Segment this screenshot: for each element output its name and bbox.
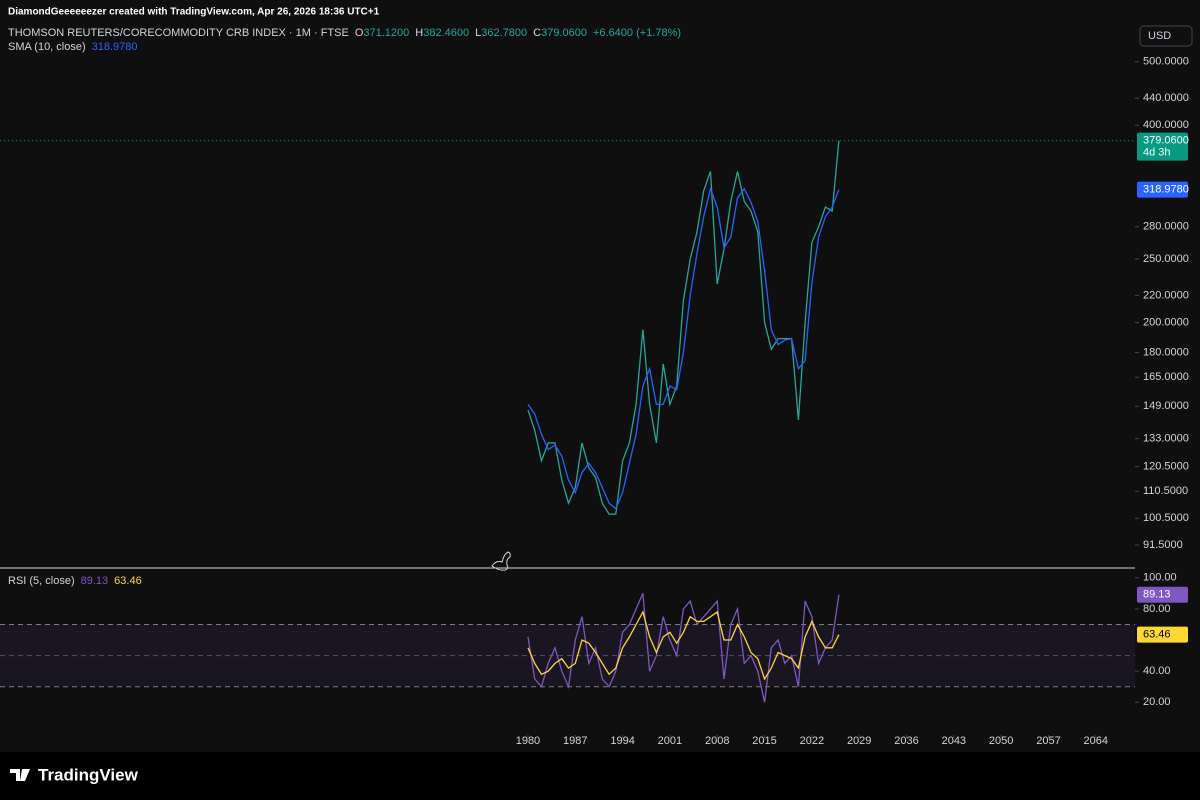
y-tick-label: 120.5000 [1143, 461, 1189, 473]
logo-icon [10, 769, 30, 781]
price-badge-text: 4d 3h [1143, 146, 1171, 158]
price-badge-text: 63.46 [1143, 629, 1171, 641]
y-tick-label: 149.0000 [1143, 400, 1189, 412]
price-badge-text: 318.9780 [1143, 184, 1189, 196]
price-badge-text: 379.0600 [1143, 134, 1189, 146]
price-badge [1137, 626, 1188, 643]
x-tick-label: 2022 [800, 735, 824, 747]
y-tick-label: 40.00 [1143, 665, 1171, 677]
indicator-name: SMA (10, close) [8, 41, 86, 53]
footer-logo: TradingView [38, 765, 139, 784]
ohlc-value: 362.7800 [481, 27, 527, 39]
y-tick-label: 165.0000 [1143, 371, 1189, 383]
dino-icon [491, 551, 511, 571]
footer-bar [0, 752, 1200, 800]
change: +6.6400 (+1.78%) [593, 27, 681, 39]
y-tick-label: 250.0000 [1143, 253, 1189, 265]
price-badge [1137, 132, 1188, 161]
y-tick-label: 200.0000 [1143, 316, 1189, 328]
series-line [527, 593, 840, 703]
ohlc-label: H [415, 27, 423, 39]
x-tick-label: 2050 [989, 735, 1013, 747]
x-tick-label: 1980 [516, 735, 540, 747]
price-badge [1137, 586, 1188, 603]
x-tick-label: 2043 [942, 735, 966, 747]
x-tick-label: 2001 [658, 735, 682, 747]
y-tick-label: 110.5000 [1143, 485, 1188, 497]
ohlc-value: 382.4600 [423, 27, 469, 39]
y-tick-label: 100.00 [1143, 572, 1177, 584]
y-tick-label: 133.0000 [1143, 433, 1189, 445]
x-tick-label: 2036 [894, 735, 918, 747]
x-tick-label: 2029 [847, 735, 871, 747]
ohlc-value: 379.0600 [541, 27, 587, 39]
price-badge-text: 89.13 [1143, 589, 1171, 601]
y-tick-label: 100.5000 [1143, 512, 1189, 524]
rsi-value: 89.13 [81, 575, 109, 587]
ohlc-label: O [355, 27, 364, 39]
rsi-title: RSI (5, close) [8, 575, 75, 587]
x-tick-label: 2015 [752, 735, 776, 747]
indicator-value: 318.9780 [92, 41, 138, 53]
ohlc-label: C [533, 27, 541, 39]
y-tick-label: 180.0000 [1143, 346, 1189, 358]
y-tick-label: 280.0000 [1143, 221, 1189, 233]
y-tick-label: 440.0000 [1143, 92, 1189, 104]
attribution: DiamondGeeeeeezer created with TradingVi… [8, 7, 380, 18]
series-line [527, 140, 840, 515]
rsi-ma-value: 63.46 [114, 575, 142, 587]
series-line [527, 610, 840, 681]
ohlc-label: L [475, 27, 481, 39]
price-badge [1137, 181, 1188, 198]
y-tick-label: 220.0000 [1143, 289, 1189, 301]
y-tick-label: 91.5000 [1143, 539, 1183, 551]
ohlc-value: 371.1200 [363, 27, 409, 39]
y-tick-label: 400.0000 [1143, 119, 1189, 131]
x-tick-label: 2008 [705, 735, 729, 747]
x-tick-label: 2057 [1036, 735, 1060, 747]
currency[interactable]: USD [1148, 30, 1171, 42]
x-tick-label: 1994 [610, 735, 634, 747]
currency-button[interactable] [1139, 25, 1193, 47]
x-tick-label: 1987 [563, 735, 587, 747]
x-tick-label: 2064 [1084, 735, 1108, 747]
y-tick-label: 20.00 [1143, 696, 1171, 708]
series-line [527, 186, 840, 510]
y-tick-label: 500.0000 [1143, 56, 1189, 68]
symbol-title: THOMSON REUTERS/CORECOMMODITY CRB INDEX … [8, 27, 349, 39]
y-tick-label: 80.00 [1143, 603, 1171, 615]
